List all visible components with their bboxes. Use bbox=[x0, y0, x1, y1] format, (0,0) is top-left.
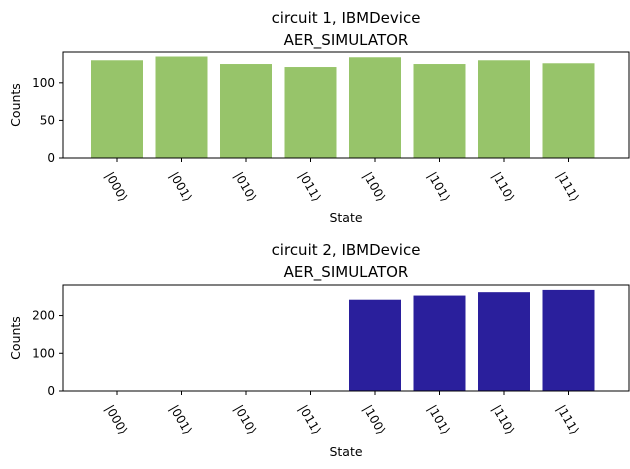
chart-1-bar-6 bbox=[478, 60, 530, 159]
chart-2-bar-6 bbox=[478, 292, 530, 391]
chart-1-bar-0 bbox=[91, 60, 143, 159]
chart-1-bar-1 bbox=[155, 56, 208, 159]
chart-2-bar-7 bbox=[542, 289, 595, 391]
chart-1-y-tick-label-2: 100 bbox=[32, 76, 55, 90]
chart-1-plot-frame bbox=[62, 51, 630, 159]
chart-2-bar-4 bbox=[349, 299, 401, 391]
chart-1-bar-7 bbox=[542, 63, 595, 158]
chart-1-bar-3 bbox=[284, 67, 337, 158]
chart-2-y-tick-label-2: 200 bbox=[32, 309, 55, 323]
chart-2-y-ticks: 0 100 200 bbox=[32, 309, 63, 398]
chart-2-bars bbox=[349, 289, 595, 391]
chart-1-title-line-2: AER_SIMULATOR bbox=[284, 31, 409, 50]
chart-2-title-line-1: circuit 2, IBMDevice bbox=[272, 241, 421, 259]
chart-1-bar-2 bbox=[220, 64, 272, 158]
chart-1-bar-4 bbox=[349, 57, 401, 158]
chart-2-y-axis-label: Counts bbox=[8, 316, 23, 360]
chart-1-y-tick-label-1: 50 bbox=[40, 113, 55, 127]
chart-1-y-ticks: 0 50 100 bbox=[32, 76, 63, 165]
chart-1: circuit 1, IBMDevice AER_SIMULATOR 0 50 10… bbox=[8, 9, 630, 225]
chart-1-title-line-1: circuit 1, IBMDevice bbox=[272, 9, 421, 27]
chart-2-bar-5 bbox=[413, 295, 466, 391]
chart-2-y-tick-label-1: 100 bbox=[32, 346, 55, 360]
chart-1-y-axis-label: Counts bbox=[8, 83, 23, 127]
chart-2-y-tick-label-0: 0 bbox=[47, 384, 55, 398]
chart-1-bar-5 bbox=[413, 64, 466, 158]
chart-2-x-axis-label: State bbox=[329, 444, 362, 459]
chart-2-plot-frame bbox=[62, 284, 630, 392]
chart-1-x-axis-label: State bbox=[329, 210, 362, 225]
chart-1-bars bbox=[91, 56, 595, 159]
chart-1-y-tick-label-0: 0 bbox=[47, 151, 55, 165]
chart-2-title-line-2: AER_SIMULATOR bbox=[284, 263, 409, 282]
